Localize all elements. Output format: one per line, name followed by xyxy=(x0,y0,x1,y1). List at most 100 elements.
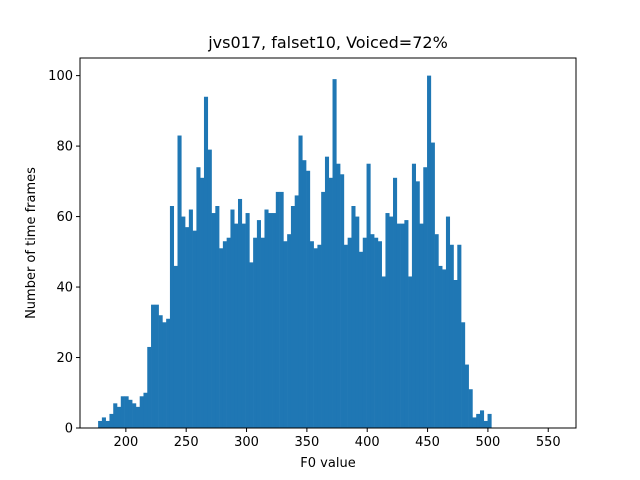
histogram-bar xyxy=(185,227,190,428)
histogram-bar xyxy=(374,237,379,428)
histogram-bar xyxy=(400,223,405,428)
histogram-bar xyxy=(298,135,303,428)
histogram-bar xyxy=(113,403,118,428)
histogram-bar xyxy=(105,420,110,428)
histogram-bar xyxy=(370,234,375,428)
histogram-bar xyxy=(173,265,178,428)
histogram-bar xyxy=(222,241,227,428)
histogram-bar xyxy=(408,276,413,428)
histogram-bar xyxy=(253,237,258,428)
histogram-bar xyxy=(166,318,171,428)
histogram-bar xyxy=(237,198,243,428)
histogram-bar xyxy=(207,149,212,428)
histogram-bar xyxy=(355,216,360,428)
histogram-bar xyxy=(389,216,394,428)
histogram-bar xyxy=(358,251,364,428)
y-axis-ticks: 0 20 40 60 80 100 xyxy=(48,69,80,437)
histogram-bar xyxy=(411,163,417,428)
histogram-bar xyxy=(377,241,382,428)
histogram-bar xyxy=(264,209,269,428)
histogram-bar xyxy=(290,206,296,428)
histogram-bar xyxy=(294,195,299,428)
histogram-bar xyxy=(162,322,167,428)
histogram-bar xyxy=(215,206,220,428)
histogram-bar xyxy=(306,170,311,428)
histogram-bar xyxy=(340,174,345,428)
histogram-bar xyxy=(453,280,458,428)
histogram-bar xyxy=(328,177,333,428)
histogram-bar xyxy=(109,413,114,428)
histogram-bar xyxy=(143,392,148,428)
histogram-bar xyxy=(423,167,428,428)
histogram-bar xyxy=(313,248,318,428)
histogram-bar xyxy=(139,396,144,428)
histogram-bar xyxy=(279,191,284,428)
histogram-bar xyxy=(464,364,469,428)
histogram-bar xyxy=(419,223,424,428)
histogram-bar xyxy=(487,413,492,428)
x-tick-label: 400 xyxy=(355,435,380,450)
y-tick-label: 100 xyxy=(48,69,73,84)
histogram-bar xyxy=(366,163,371,428)
histogram-bar xyxy=(260,237,265,428)
histogram-bar xyxy=(196,167,201,428)
histogram-bar xyxy=(351,206,356,428)
histogram-bar xyxy=(177,135,182,428)
histogram-bar xyxy=(347,237,352,428)
histogram-bar xyxy=(332,79,337,429)
plot-frame xyxy=(79,57,577,429)
histogram-bar xyxy=(275,191,280,428)
y-axis-label: Number of time frames xyxy=(24,167,39,319)
histogram-bar xyxy=(147,346,152,428)
y-tick-label: 20 xyxy=(56,351,73,366)
histogram-bar xyxy=(483,420,488,428)
histogram-bar xyxy=(181,216,186,428)
histogram-bar xyxy=(268,213,273,428)
histogram-bar xyxy=(128,399,133,428)
x-tick-label: 200 xyxy=(113,435,138,450)
histogram-bar xyxy=(124,396,129,428)
x-tick-label: 500 xyxy=(475,435,500,450)
histogram-bar xyxy=(430,142,435,429)
y-tick-label: 0 xyxy=(65,422,73,437)
histogram-bar xyxy=(415,181,420,428)
histogram-bar xyxy=(256,220,261,428)
histogram-bar xyxy=(249,262,254,428)
histogram-bar xyxy=(154,304,159,428)
histogram-bar xyxy=(309,241,314,428)
histogram-bar xyxy=(120,396,125,428)
x-axis-label: F0 value xyxy=(300,456,355,471)
histogram-bar xyxy=(317,244,322,428)
histogram-bar xyxy=(211,213,216,428)
histogram-bar xyxy=(234,223,239,428)
histogram-bar xyxy=(396,223,401,428)
histogram-bar xyxy=(468,389,473,428)
histogram-bar xyxy=(287,234,292,428)
histogram-bar xyxy=(445,216,451,428)
histogram-bar xyxy=(385,213,390,428)
histogram-bars xyxy=(98,75,492,429)
histogram-bar xyxy=(241,223,246,428)
histogram-bar xyxy=(302,160,307,428)
histogram-bar xyxy=(98,420,103,428)
histogram-bar xyxy=(457,244,462,428)
histogram-bar xyxy=(472,417,477,428)
histogram-bar xyxy=(158,315,163,428)
histogram-bar xyxy=(283,241,288,428)
histogram-bar xyxy=(461,322,466,428)
histogram-bar xyxy=(117,406,122,428)
histogram-bar xyxy=(404,220,409,428)
histogram-bar xyxy=(169,206,175,428)
x-tick-label: 450 xyxy=(415,435,440,450)
x-tick-label: 300 xyxy=(234,435,259,450)
histogram-bar xyxy=(272,213,277,428)
histogram-bar xyxy=(321,191,326,428)
histogram-bar xyxy=(476,413,481,428)
histogram-bar xyxy=(226,237,231,428)
y-tick-label: 60 xyxy=(56,210,73,225)
histogram-bar xyxy=(442,269,447,428)
histogram-bar xyxy=(101,417,106,428)
histogram-bar xyxy=(381,276,386,428)
histogram-bar xyxy=(135,406,140,428)
x-axis-ticks: 200 250 300 350 400 450 500 550 xyxy=(113,428,561,450)
